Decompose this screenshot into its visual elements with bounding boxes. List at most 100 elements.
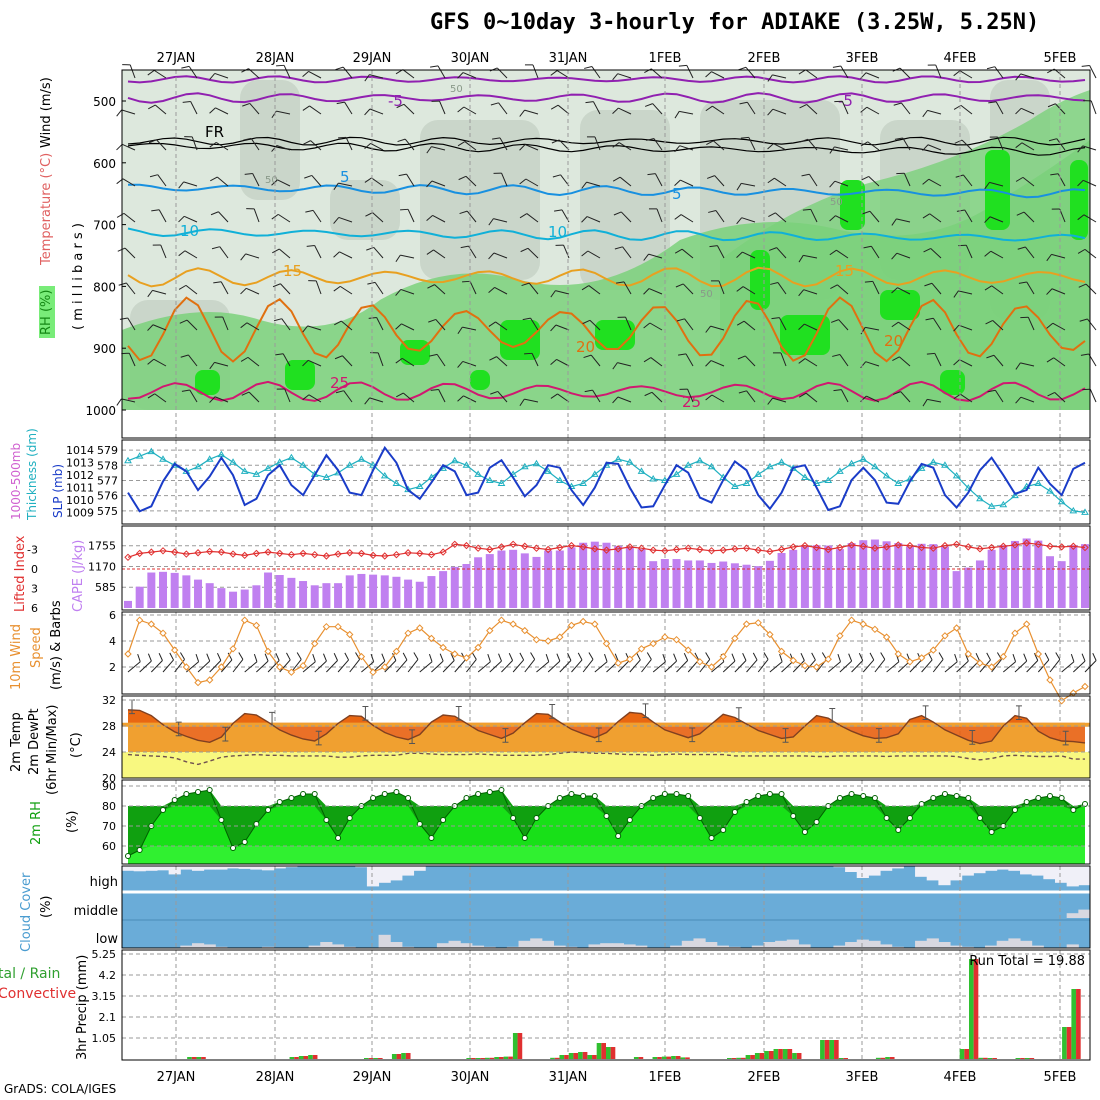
cape-bar-46 xyxy=(660,559,669,608)
surface-barb-73 xyxy=(979,652,991,673)
wind-barb-4-28-flag xyxy=(984,216,991,223)
wind-marker-58 xyxy=(801,661,809,670)
wind-barb-5-22-flag xyxy=(798,255,804,263)
thickness-marker-21 xyxy=(369,461,377,468)
wind-barb-1-28-shaft xyxy=(995,101,1004,115)
rh-marker-13 xyxy=(276,799,283,805)
surface-barb-70-flag xyxy=(954,653,958,662)
wind-barb-0-24-flag xyxy=(860,72,867,79)
wind-barb-8-29 xyxy=(1015,362,1035,370)
cape-bar-34 xyxy=(520,553,529,608)
isotherm-5 xyxy=(127,183,1086,199)
cape-tick-585: 585 xyxy=(95,581,116,594)
minmax-bar-72 xyxy=(969,730,976,745)
cape-bar-16 xyxy=(310,585,319,608)
wind-barb-3-31-flag xyxy=(1077,179,1084,187)
wind-barb-3-27-shaft xyxy=(962,174,973,187)
wind-barb-2-28-shaft xyxy=(997,136,1004,151)
surface-barb-61-shaft xyxy=(839,660,852,673)
surface-barb-43-flag xyxy=(636,652,641,661)
wind-barb-1-8-flag xyxy=(364,108,371,116)
wind-marker-61 xyxy=(836,632,844,640)
rh-marker-72 xyxy=(965,795,972,801)
wind-barb-1-7-shaft xyxy=(344,101,353,115)
wind-barb-1-3-shaft xyxy=(215,107,229,115)
cape-axis-label: CAPE (J/kg) xyxy=(71,540,86,612)
wind-barb-9-25-shaft xyxy=(900,391,911,403)
wind-barb-3-29-flag xyxy=(1015,176,1024,182)
rh-marker-76 xyxy=(1011,807,1018,813)
wind-barb-5-13-flag xyxy=(520,247,529,253)
thickness-marker-65 xyxy=(882,471,891,479)
precip-convective-bar-48 xyxy=(573,1053,579,1059)
wind-barb-1-23 xyxy=(834,100,849,115)
wind-barb-2-13-flag xyxy=(519,144,526,151)
wind-barb-2-22-flag xyxy=(800,138,809,143)
rh-marker-4 xyxy=(171,797,178,803)
date-bottom-1FEB: 1FEB xyxy=(649,1070,682,1085)
rh-marker-9 xyxy=(230,845,237,851)
surface-barb-26 xyxy=(431,653,444,673)
li-marker-70 xyxy=(941,541,949,550)
wind-marker-67 xyxy=(906,658,914,666)
cloud-high-label: high xyxy=(90,875,118,890)
precip-total-bar-27 xyxy=(373,1058,378,1059)
cloud-low-bar-29 xyxy=(460,943,473,948)
wind-barb-2-16 xyxy=(612,142,632,151)
thickness-marker-44 xyxy=(637,467,646,474)
wind-barb-5-22 xyxy=(798,254,818,263)
surface-barb-53-shaft xyxy=(746,659,758,673)
wind-barb-9-31 xyxy=(1082,388,1097,403)
wind-barb-2-15-shaft xyxy=(594,136,601,151)
precip-total-bar-49 xyxy=(578,1052,583,1059)
surface-barb-70 xyxy=(944,653,958,673)
wind-barb-6-10 xyxy=(427,284,446,295)
li-marker-45 xyxy=(649,546,657,554)
wind-marker-27 xyxy=(439,643,447,652)
wind-barb-2-23-shaft xyxy=(834,146,849,151)
wind-barb-1-7-flag xyxy=(336,101,345,105)
wind-barb-5-5-flag xyxy=(272,248,280,254)
wind-barb-5-0-shaft xyxy=(124,247,136,259)
cloud-high-bar-61 xyxy=(833,866,846,868)
wind-barb-6-17-flag xyxy=(643,288,650,295)
wind-barb-7-27 xyxy=(953,324,973,332)
li-marker-10 xyxy=(240,551,249,560)
wind-marker-8 xyxy=(217,663,226,671)
surface-barb-0-flag xyxy=(137,653,141,662)
wind-barb-4-24 xyxy=(862,210,880,223)
surface-barb-15-shaft xyxy=(302,661,316,673)
wind-barb-0-31 xyxy=(1081,65,1097,79)
li-marker-43 xyxy=(626,543,634,551)
thickness-marker-30 xyxy=(474,470,483,477)
wind-barb-2-21-flag xyxy=(767,143,774,150)
cape-bar-32 xyxy=(497,550,506,608)
wind-barb-7-21 xyxy=(771,317,787,331)
wind-barb-9-30-flag xyxy=(1047,392,1055,397)
surface-barb-19 xyxy=(349,652,361,673)
precip-convective-bar-76 xyxy=(834,1040,839,1059)
precip-total-bar-30 xyxy=(401,1053,406,1059)
cloud-high-bar-24 xyxy=(401,866,415,876)
surface-barb-39 xyxy=(582,652,594,673)
li-marker-6 xyxy=(194,549,202,557)
cape-bar-69 xyxy=(929,544,938,608)
date-bottom-5FEB: 5FEB xyxy=(1044,1070,1077,1085)
wind-barb-2-0-shaft xyxy=(122,143,136,151)
wind-barb-4-16-flag xyxy=(613,211,622,216)
surface-barb-27-flag xyxy=(450,653,455,661)
wind-barb-1-14-shaft xyxy=(557,104,570,115)
wind-barb-4-6-flag xyxy=(305,209,314,213)
rh-marker-81 xyxy=(1070,807,1077,813)
thickness-marker-31 xyxy=(485,476,494,483)
wind-barb-6-31-shaft xyxy=(1085,283,1097,295)
wind-barb-3-24-flag xyxy=(861,176,869,181)
wind-marker-55 xyxy=(766,630,774,639)
wind-barb-8-10-shaft xyxy=(436,354,446,367)
wind-barb-4-29 xyxy=(1016,211,1035,223)
wind-barb-9-16-flag xyxy=(612,396,619,404)
cloud-low-bar-36 xyxy=(541,940,555,948)
rh-marker-18 xyxy=(335,835,342,841)
wind-barb-2-19-flag xyxy=(706,140,714,145)
li-marker-80 xyxy=(1057,543,1066,551)
